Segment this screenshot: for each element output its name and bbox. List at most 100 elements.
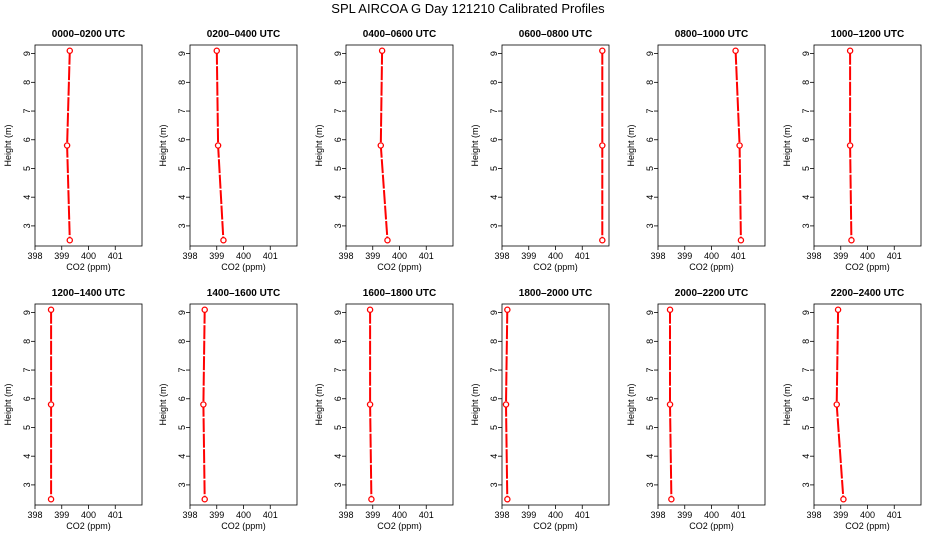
y-tick-label: 8 bbox=[22, 80, 32, 85]
y-tick-label: 4 bbox=[333, 454, 343, 459]
figure-title: SPL AIRCOA G Day 121210 Calibrated Profi… bbox=[331, 1, 605, 16]
data-point bbox=[737, 237, 745, 244]
data-point bbox=[214, 142, 222, 149]
y-tick-label: 6 bbox=[489, 396, 499, 401]
plot-frame bbox=[657, 303, 766, 506]
panel-title: 1400–1600 UTC bbox=[207, 288, 280, 299]
y-tick-label: 7 bbox=[645, 109, 655, 114]
plot-frame bbox=[813, 44, 922, 247]
y-tick-label: 8 bbox=[645, 80, 655, 85]
y-tick-label: 4 bbox=[22, 195, 32, 200]
y-tick-label: 4 bbox=[177, 454, 187, 459]
x-tick-label: 398 bbox=[182, 510, 197, 520]
data-point bbox=[377, 142, 385, 149]
y-tick-label: 5 bbox=[801, 425, 811, 430]
data-point bbox=[200, 401, 207, 408]
y-tick-label: 7 bbox=[177, 368, 187, 373]
x-tick-label: 398 bbox=[806, 510, 821, 520]
data-point bbox=[668, 496, 675, 503]
x-tick-label: 400 bbox=[236, 510, 251, 520]
y-tick-label: 9 bbox=[177, 310, 187, 315]
y-tick-label: 4 bbox=[333, 195, 343, 200]
panel-title: 0600–0800 UTC bbox=[519, 29, 592, 40]
x-axis-label: CO2 (ppm) bbox=[377, 521, 422, 531]
y-tick-label: 6 bbox=[801, 137, 811, 142]
y-tick-label: 4 bbox=[645, 195, 655, 200]
panel-title: 1000–1200 UTC bbox=[831, 29, 904, 40]
y-tick-label: 3 bbox=[801, 223, 811, 228]
data-point bbox=[599, 47, 606, 54]
y-tick-label: 6 bbox=[177, 137, 187, 142]
y-tick-label: 3 bbox=[645, 482, 655, 487]
y-tick-label: 9 bbox=[801, 310, 811, 315]
x-axis-label: CO2 (ppm) bbox=[533, 262, 578, 272]
y-tick-label: 9 bbox=[177, 51, 187, 56]
x-tick-label: 398 bbox=[806, 251, 821, 261]
data-point bbox=[736, 142, 743, 149]
x-tick-label: 398 bbox=[338, 510, 353, 520]
y-tick-label: 9 bbox=[489, 310, 499, 315]
y-axis-label: Height (m) bbox=[314, 383, 324, 425]
x-tick-label: 400 bbox=[860, 251, 875, 261]
data-point bbox=[834, 306, 842, 313]
y-tick-label: 7 bbox=[22, 109, 32, 114]
x-tick-label: 399 bbox=[677, 251, 692, 261]
x-tick-label: 401 bbox=[575, 251, 590, 261]
y-tick-label: 5 bbox=[22, 166, 32, 171]
y-tick-label: 3 bbox=[177, 482, 187, 487]
y-tick-label: 5 bbox=[177, 166, 187, 171]
y-axis-label: Height (m) bbox=[158, 383, 168, 425]
x-tick-label: 399 bbox=[833, 251, 848, 261]
data-point bbox=[502, 401, 510, 408]
data-point bbox=[63, 142, 71, 149]
y-axis-label: Height (m) bbox=[782, 124, 792, 166]
x-tick-label: 399 bbox=[677, 510, 692, 520]
data-point bbox=[504, 306, 511, 313]
y-tick-label: 5 bbox=[801, 166, 811, 171]
y-tick-label: 4 bbox=[801, 195, 811, 200]
x-axis-label: CO2 (ppm) bbox=[845, 521, 890, 531]
y-tick-label: 8 bbox=[333, 80, 343, 85]
y-tick-label: 4 bbox=[645, 454, 655, 459]
x-tick-label: 399 bbox=[365, 251, 380, 261]
plot-frame bbox=[813, 303, 922, 506]
x-tick-label: 401 bbox=[108, 510, 123, 520]
y-tick-label: 9 bbox=[22, 310, 32, 315]
y-tick-label: 8 bbox=[489, 80, 499, 85]
x-tick-label: 401 bbox=[263, 251, 278, 261]
x-tick-label: 400 bbox=[81, 251, 96, 261]
x-tick-label: 399 bbox=[54, 510, 69, 520]
panel-title: 0400–0600 UTC bbox=[363, 29, 436, 40]
y-tick-label: 3 bbox=[333, 223, 343, 228]
plot-frame bbox=[345, 44, 454, 247]
y-tick-label: 5 bbox=[489, 425, 499, 430]
y-tick-label: 8 bbox=[177, 339, 187, 344]
x-tick-label: 401 bbox=[108, 251, 123, 261]
data-point bbox=[366, 306, 374, 313]
x-tick-label: 401 bbox=[731, 251, 746, 261]
y-axis-label: Height (m) bbox=[470, 383, 480, 425]
y-tick-label: 3 bbox=[177, 223, 187, 228]
y-tick-label: 3 bbox=[801, 482, 811, 487]
x-tick-label: 398 bbox=[494, 510, 509, 520]
y-tick-label: 6 bbox=[333, 137, 343, 142]
x-tick-label: 401 bbox=[263, 510, 278, 520]
x-tick-label: 401 bbox=[731, 510, 746, 520]
y-tick-label: 7 bbox=[333, 368, 343, 373]
y-tick-label: 3 bbox=[645, 223, 655, 228]
y-tick-label: 4 bbox=[801, 454, 811, 459]
x-axis-label: CO2 (ppm) bbox=[845, 262, 890, 272]
y-tick-label: 8 bbox=[22, 339, 32, 344]
x-tick-label: 400 bbox=[860, 510, 875, 520]
x-tick-label: 398 bbox=[27, 251, 42, 261]
x-tick-label: 398 bbox=[182, 251, 197, 261]
data-point bbox=[504, 496, 511, 503]
y-tick-label: 6 bbox=[22, 396, 32, 401]
y-axis-label: Height (m) bbox=[626, 383, 636, 425]
data-point bbox=[201, 496, 208, 503]
data-point bbox=[732, 47, 739, 54]
data-point bbox=[368, 496, 375, 503]
panel-title: 2000–2200 UTC bbox=[675, 288, 748, 299]
